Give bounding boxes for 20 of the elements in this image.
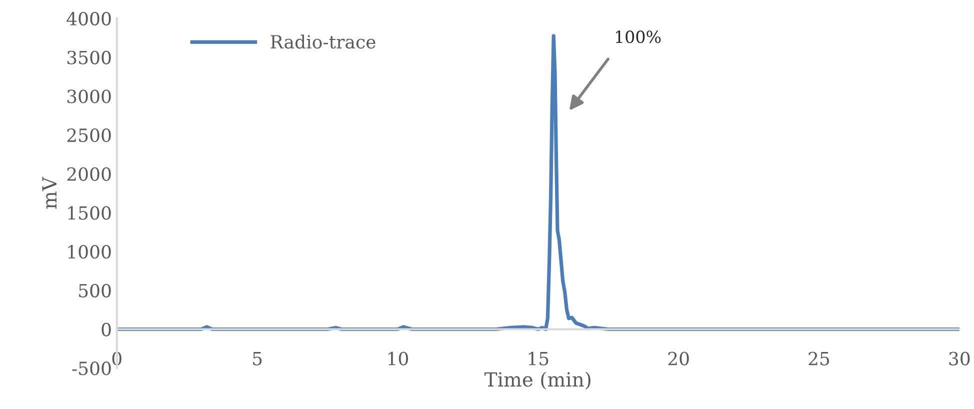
y-tick-label: 0: [102, 322, 111, 336]
x-axis-title: Time (min): [484, 372, 590, 390]
y-tick-label: -500: [72, 362, 111, 376]
y-tick-label: 500: [79, 284, 111, 298]
y-tick-label: 1500: [68, 206, 111, 220]
y-axis-title: mV: [42, 176, 56, 209]
y-tick-label: 3000: [67, 90, 111, 104]
x-tick-label: 20: [668, 352, 689, 366]
y-tick-label: 4000: [66, 12, 111, 26]
legend-label: Radio-trace: [270, 34, 376, 49]
x-tick-label: 10: [388, 352, 408, 366]
y-tick-label: 1000: [68, 244, 111, 259]
x-tick-label: 5: [253, 352, 262, 366]
y-tick-label: 3500: [67, 50, 111, 64]
x-tick-label: 15: [528, 352, 548, 366]
y-tick-label: 2000: [67, 167, 111, 181]
y-tick-label: 2500: [67, 128, 111, 142]
x-tick-label: 25: [808, 352, 830, 366]
annotation: 100%: [616, 30, 661, 44]
x-tick-label: 30: [949, 352, 970, 366]
